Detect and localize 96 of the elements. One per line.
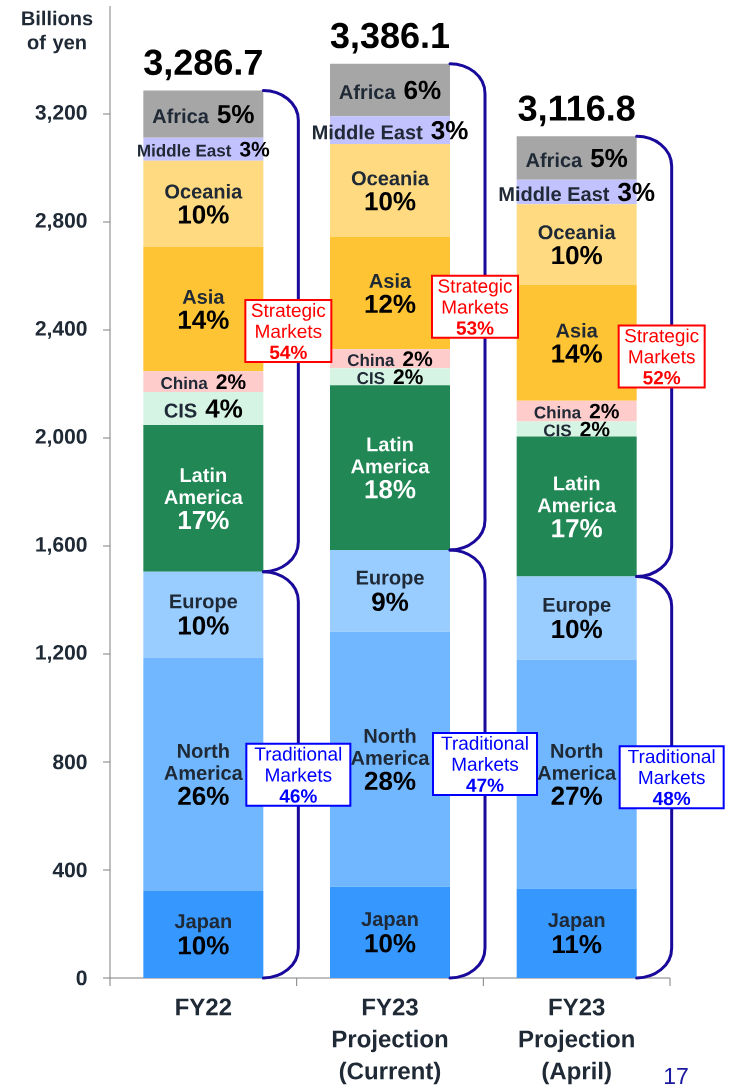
bar <box>516 436 637 577</box>
annotation: 26% <box>178 786 229 806</box>
y-tick-label: 400 <box>52 862 87 878</box>
y-tick-label: 1,200 <box>36 644 87 663</box>
text: Japan <box>548 913 605 932</box>
annotation: 4% <box>205 399 243 418</box>
text: Africa <box>339 84 396 100</box>
annotation: 14% <box>552 344 603 363</box>
text: China <box>534 406 582 419</box>
annotation: Traditional Markets 46% <box>254 746 342 803</box>
y-tick-label: 3,200 <box>35 104 87 123</box>
annotation: 10% <box>365 934 416 953</box>
annotation: 14% <box>178 310 229 329</box>
text: Middle East <box>138 144 232 157</box>
annotation: Strategic Markets 52% <box>625 328 699 385</box>
series-label: Latin America <box>537 475 617 513</box>
text: China <box>161 376 208 390</box>
x-tick-label: FY22 <box>176 998 232 1016</box>
annotation: Strategic Markets 54% <box>251 303 326 360</box>
y-tick-label: 2,000 <box>35 428 87 447</box>
text: Japan <box>361 912 418 931</box>
bar <box>516 888 637 978</box>
annotation: Traditional Markets 47% <box>441 735 528 792</box>
total-label: 3,286.7 <box>144 49 262 81</box>
bar <box>143 160 264 247</box>
annotation: Traditional Markets 48% <box>628 749 715 806</box>
x-tick-label: FY23 Projection (April) <box>519 998 634 1085</box>
series-label: CIS <box>544 424 572 437</box>
y-tick-label: 0 <box>76 970 87 986</box>
text: Asia <box>556 322 598 338</box>
annotation: 10% <box>552 619 603 639</box>
series-label: Middle East <box>499 186 610 202</box>
series-label: North America <box>537 743 617 780</box>
annotation: 17% <box>178 510 229 530</box>
y-tick-label: 2,400 <box>35 320 87 339</box>
text: Europe <box>543 597 611 616</box>
annotation: Strategic Markets 53% <box>438 278 512 335</box>
annotation: 5% <box>217 104 254 124</box>
annotation: 11% <box>553 935 602 954</box>
annotation: 17% <box>552 519 603 538</box>
series-label: China <box>347 353 395 367</box>
annotation: 2% <box>589 403 619 419</box>
annotation: 2% <box>580 421 610 437</box>
bar <box>143 890 264 978</box>
text: North America <box>351 728 430 765</box>
series-label: Japan <box>174 914 231 933</box>
bar <box>330 549 450 632</box>
annotation: 10% <box>178 936 229 955</box>
annotation: 2% <box>403 351 433 367</box>
text: Latin America <box>164 467 243 505</box>
series-label: Africa <box>152 108 210 124</box>
total-label: 3,116.8 <box>518 95 635 127</box>
y-tick-label: 2,800 <box>35 212 87 231</box>
bar <box>330 144 450 237</box>
text: Oceania <box>351 170 430 186</box>
y-tick-label: 1,600 <box>36 536 87 555</box>
text: Oceania <box>165 183 243 199</box>
y-tick-label: 800 <box>53 754 87 770</box>
total-label: 3,386.1 <box>330 22 450 54</box>
bar <box>143 425 264 572</box>
annotation: 10% <box>178 616 229 635</box>
x-tick-label: FY23 Projection (Current) <box>332 998 448 1085</box>
annotation: 28% <box>364 771 416 791</box>
annotation: 12% <box>365 294 416 313</box>
annotation: 5% <box>591 148 628 168</box>
annotation: 9% <box>372 592 409 611</box>
text: CIS <box>164 403 197 418</box>
annotation: 27% <box>551 786 603 805</box>
text: Africa <box>526 152 583 168</box>
bar <box>330 385 450 550</box>
text: Middle East <box>312 124 423 140</box>
text: Europe <box>170 594 238 613</box>
annotation: 6% <box>404 80 441 100</box>
text: North America <box>164 743 243 781</box>
annotation: 3% <box>618 182 655 202</box>
annotation: 3% <box>431 120 468 140</box>
text: Latin America <box>351 436 430 474</box>
bar <box>516 576 637 660</box>
text: 17 <box>664 1068 688 1084</box>
series-label: Asia <box>369 273 412 288</box>
bar <box>143 90 264 138</box>
annotation: 2% <box>393 369 423 385</box>
bar <box>143 571 264 658</box>
bar <box>516 204 637 285</box>
annotation: 18% <box>365 480 416 499</box>
text: Asia <box>182 289 225 304</box>
annotation: 10% <box>365 192 416 211</box>
series-label: Oceania <box>538 224 616 240</box>
annotation: 10% <box>552 245 603 265</box>
y-axis-title: Billions of yen <box>22 10 93 54</box>
text: CIS <box>357 372 385 385</box>
series-label: Europe <box>356 570 424 589</box>
annotation: 3% <box>239 141 270 157</box>
annotation: 10% <box>178 205 229 224</box>
bar <box>330 886 450 978</box>
annotation: 2% <box>216 374 246 390</box>
